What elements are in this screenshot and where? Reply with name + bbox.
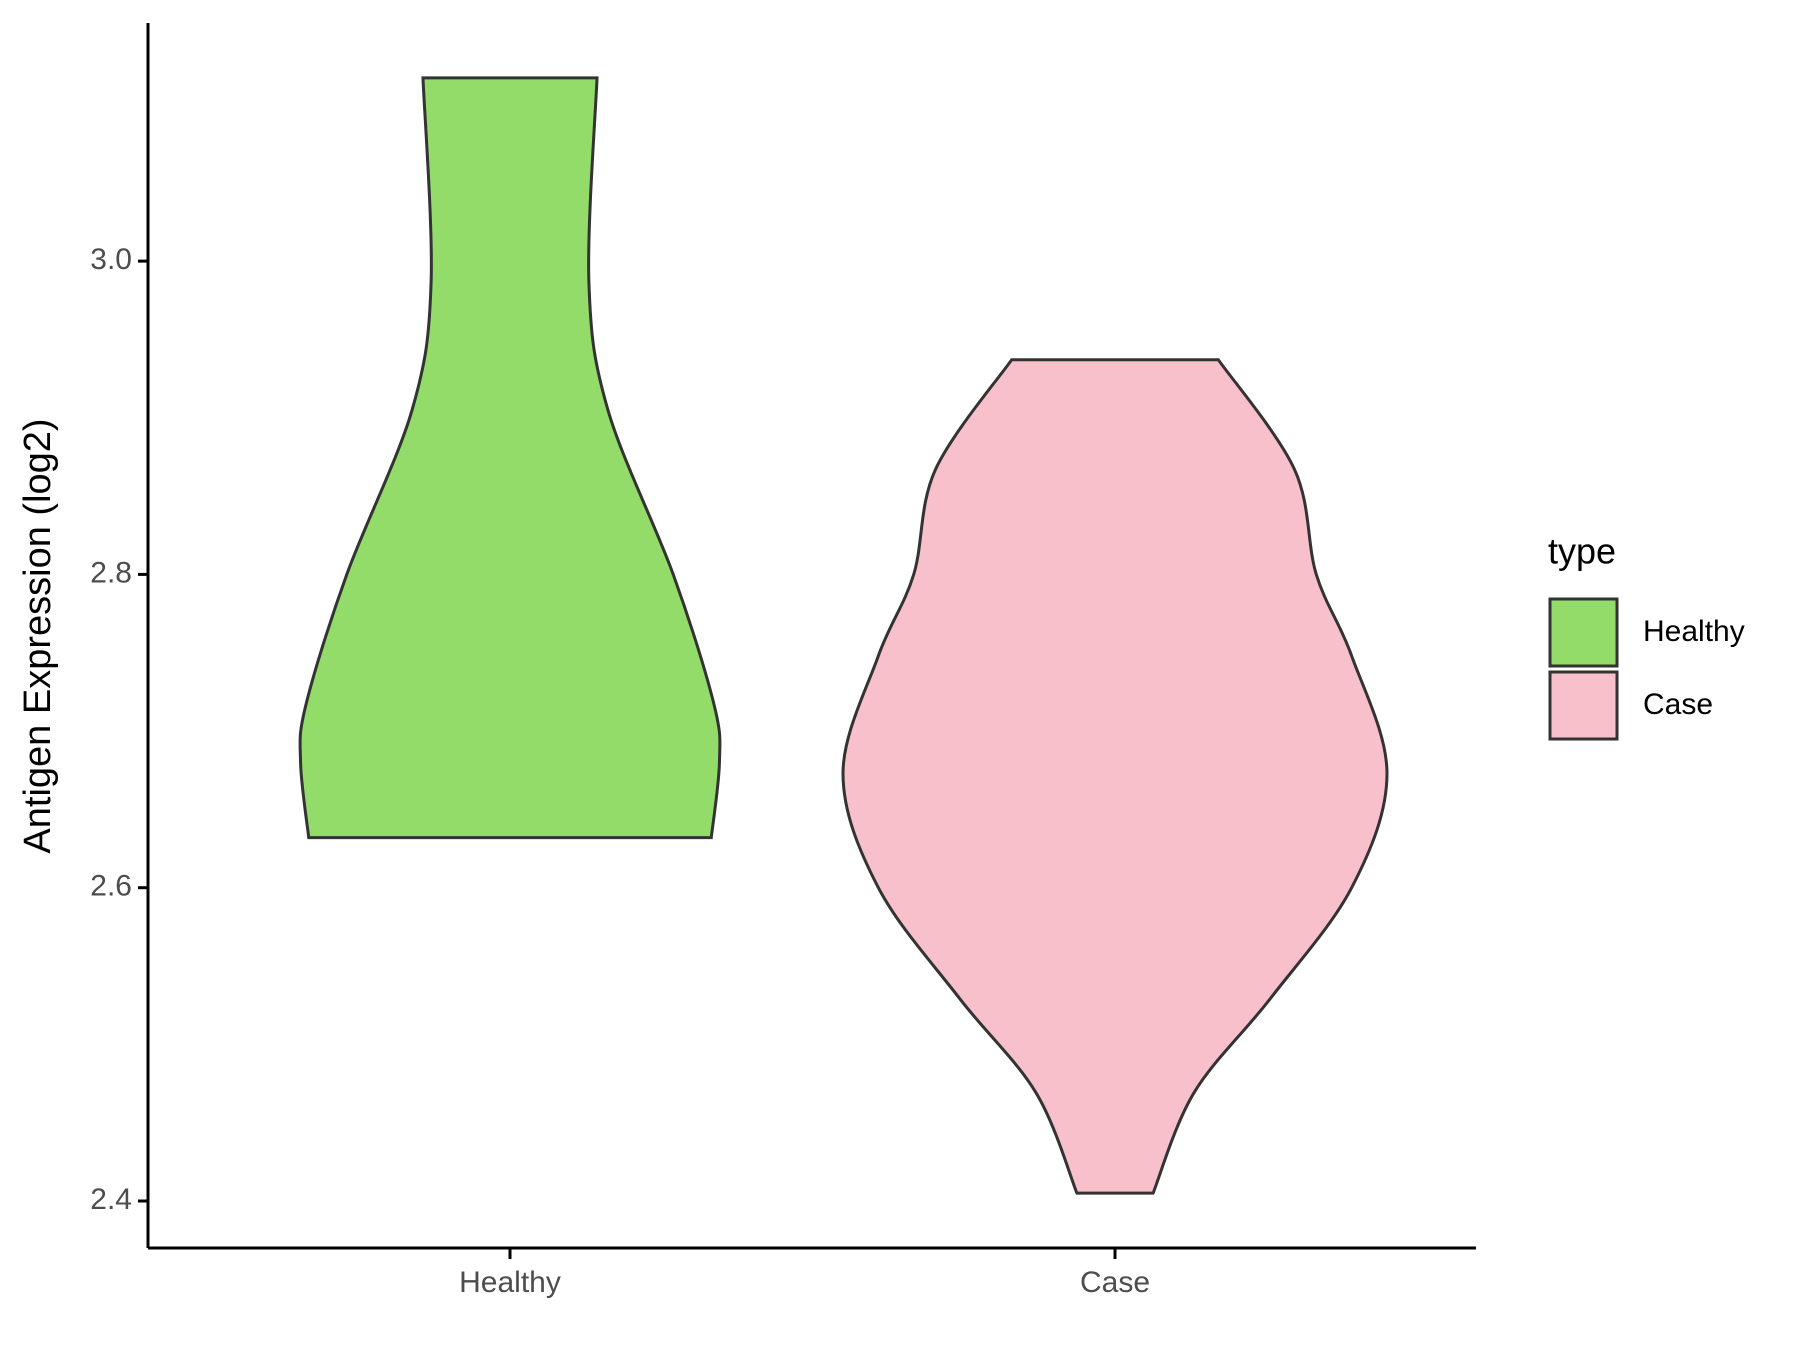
legend-label: Healthy <box>1643 615 1745 648</box>
x-tick-label: Case <box>1080 1266 1150 1299</box>
legend-swatch <box>1548 597 1619 668</box>
legend-label: Case <box>1643 688 1713 721</box>
x-tick-label: Healthy <box>459 1266 561 1299</box>
y-tick-label: 3.0 <box>90 243 132 276</box>
legend-swatch <box>1548 670 1619 741</box>
y-tick-label: 2.8 <box>90 556 132 589</box>
violin <box>841 358 1389 1195</box>
violin <box>298 76 722 840</box>
y-axis-title: Antigen Expression (log2) <box>17 418 59 853</box>
y-tick-label: 2.4 <box>90 1183 132 1216</box>
y-tick-label: 2.6 <box>90 870 132 903</box>
legend-title: type <box>1548 531 1616 572</box>
